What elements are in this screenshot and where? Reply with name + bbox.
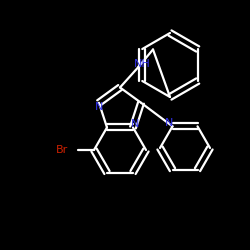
Text: Br: Br (56, 145, 68, 155)
Text: N: N (131, 120, 139, 130)
Text: N: N (165, 118, 174, 128)
Text: NH: NH (134, 60, 150, 70)
Text: N: N (95, 102, 103, 112)
